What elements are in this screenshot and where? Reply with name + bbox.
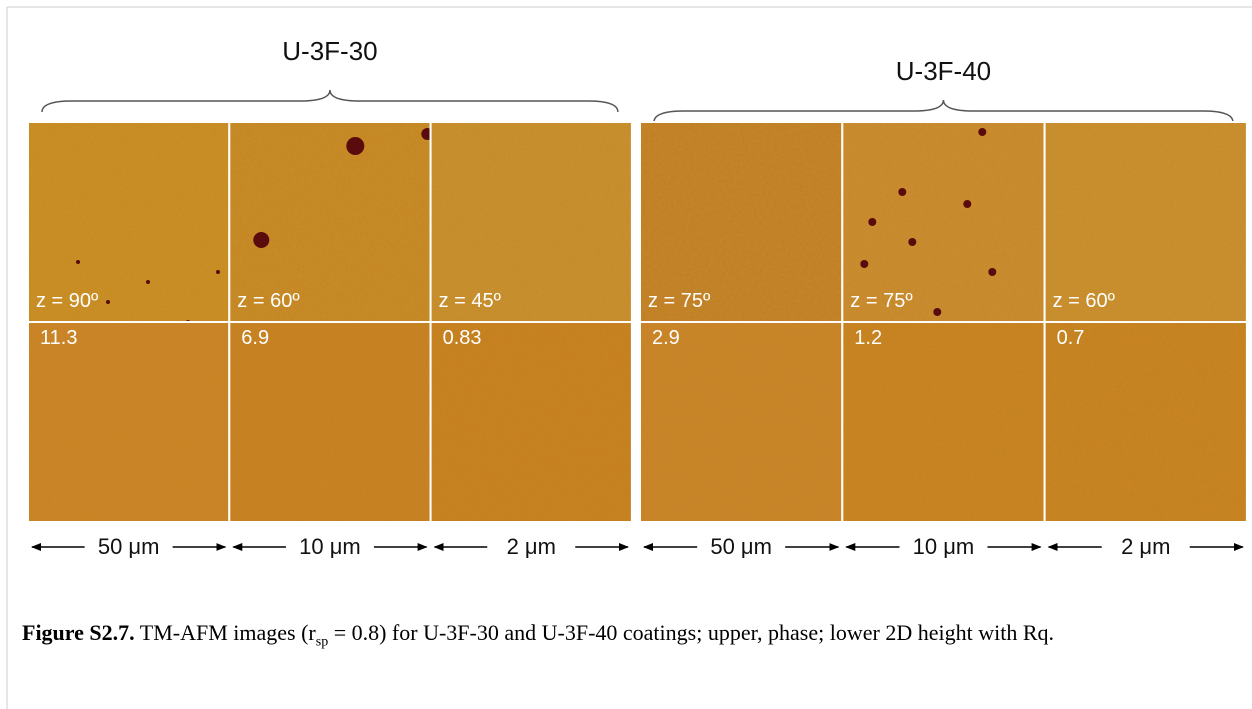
phase-feature: [216, 270, 220, 274]
height-texture: [842, 322, 1044, 522]
phase-feature: [898, 188, 906, 196]
height-label: 6.9: [241, 327, 269, 349]
height-texture: [640, 322, 842, 522]
phase-feature: [860, 260, 868, 268]
scale-label: 10 μm: [299, 534, 361, 559]
group-label: U-3F-40: [896, 56, 991, 86]
phase-feature: [76, 260, 80, 264]
height-label: 11.3: [40, 327, 77, 349]
phase-feature: [933, 308, 941, 316]
phase-feature: [868, 218, 876, 226]
scale-label: 10 μm: [913, 534, 975, 559]
page: U-3F-30 z = 90º 11.3 50 μm z = 60º 6.9 10 μm z …: [0, 0, 1252, 709]
scale-label: 50 μm: [98, 534, 160, 559]
caption-subscript: sp: [316, 634, 328, 649]
scale-label: 2 μm: [1121, 534, 1170, 559]
scale-label: 50 μm: [710, 534, 772, 559]
phase-feature: [988, 268, 996, 276]
phase-feature: [978, 128, 986, 136]
phase-feature: [963, 200, 971, 208]
phase-label: z = 45º: [439, 290, 502, 312]
caption-text: = 0.8) for U-3F-30 and U-3F-40 coatings;…: [328, 620, 1054, 645]
caption: Figure S2.7. TM-AFM images (rsp = 0.8) f…: [22, 618, 1212, 657]
phase-feature: [253, 232, 269, 248]
phase-feature: [146, 280, 150, 284]
height-texture: [229, 322, 430, 522]
height-label: 1.2: [854, 327, 882, 349]
phase-feature: [908, 238, 916, 246]
height-texture: [28, 322, 229, 522]
height-texture: [1045, 322, 1247, 522]
phase-label: z = 60º: [237, 290, 300, 312]
group-brace: [42, 90, 618, 112]
height-label: 2.9: [652, 327, 680, 349]
phase-feature: [106, 300, 110, 304]
scale-label: 2 μm: [507, 534, 556, 559]
figure: U-3F-30 z = 90º 11.3 50 μm z = 60º 6.9 10 μm z …: [0, 0, 1252, 709]
phase-feature: [346, 137, 364, 155]
caption-label: Figure S2.7.: [22, 620, 135, 645]
caption-text: TM-AFM images (r: [140, 620, 316, 645]
group-label: U-3F-30: [282, 36, 377, 66]
height-texture: [431, 322, 632, 522]
height-label: 0.83: [443, 327, 482, 349]
phase-label: z = 75º: [648, 290, 711, 312]
height-label: 0.7: [1057, 327, 1085, 349]
phase-label: z = 75º: [850, 290, 913, 312]
phase-label: z = 60º: [1053, 290, 1116, 312]
group-brace: [654, 100, 1233, 122]
phase-label: z = 90º: [36, 290, 99, 312]
